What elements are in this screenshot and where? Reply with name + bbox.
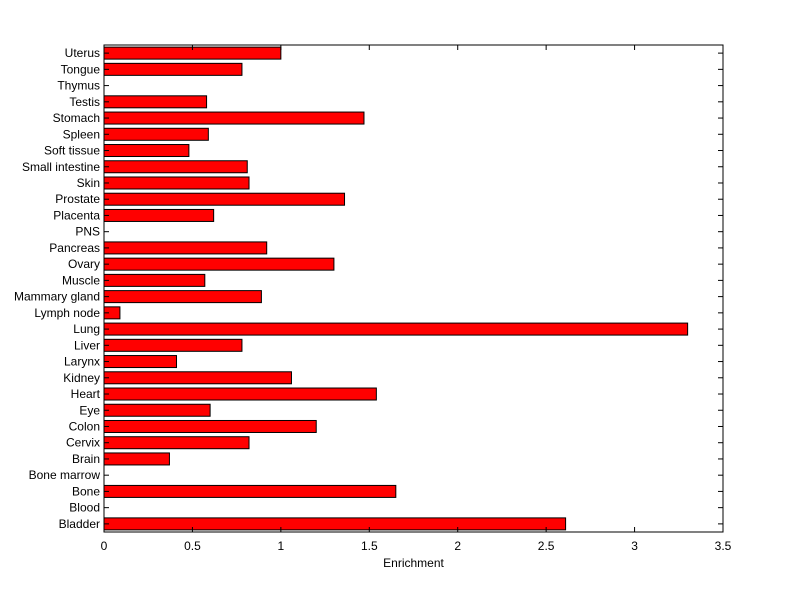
bar-kidney bbox=[103, 371, 292, 385]
y-tick-label-bladder: Bladder bbox=[59, 517, 100, 531]
bar-cervix bbox=[103, 436, 250, 450]
y-tick-label-eye: Eye bbox=[79, 403, 100, 417]
y-tick-label-brain: Brain bbox=[72, 452, 100, 466]
x-tick-label-5: 2.5 bbox=[538, 539, 555, 553]
y-tick-label-small-intestine: Small intestine bbox=[22, 160, 100, 174]
bar-testis bbox=[103, 95, 208, 109]
bar-liver bbox=[103, 338, 243, 352]
y-tick-label-bone-marrow: Bone marrow bbox=[29, 468, 101, 482]
bar-mammary-gland bbox=[103, 290, 262, 304]
y-tick-label-cervix: Cervix bbox=[66, 436, 100, 450]
x-tick-label-6: 3 bbox=[631, 539, 638, 553]
bar-skin bbox=[103, 176, 250, 190]
y-tick-label-tongue: Tongue bbox=[61, 62, 101, 76]
x-tick-label-1: 0.5 bbox=[184, 539, 201, 553]
bar-colon bbox=[103, 419, 317, 433]
bar-prostate bbox=[103, 192, 346, 206]
y-tick-label-mammary-gland: Mammary gland bbox=[14, 290, 100, 304]
y-tick-label-ovary: Ovary bbox=[68, 257, 100, 271]
y-tick-label-soft-tissue: Soft tissue bbox=[44, 144, 100, 158]
bar-soft-tissue bbox=[103, 144, 190, 158]
x-tick-label-7: 3.5 bbox=[715, 539, 732, 553]
x-tick-label-2: 1 bbox=[278, 539, 285, 553]
bar-spleen bbox=[103, 127, 209, 141]
y-tick-label-kidney: Kidney bbox=[63, 371, 100, 385]
y-tick-label-heart: Heart bbox=[71, 387, 101, 401]
bar-ovary bbox=[103, 257, 335, 271]
y-tick-label-spleen: Spleen bbox=[63, 127, 100, 141]
bar-pancreas bbox=[103, 241, 268, 255]
plot-area-frame bbox=[103, 44, 724, 533]
y-tick-label-skin: Skin bbox=[77, 176, 100, 190]
bar-lung bbox=[103, 322, 689, 336]
y-tick-label-lymph-node: Lymph node bbox=[34, 306, 100, 320]
bar-bladder bbox=[103, 517, 567, 531]
y-tick-label-liver: Liver bbox=[74, 338, 100, 352]
y-tick-label-pns: PNS bbox=[75, 225, 100, 239]
x-tick-label-0: 0 bbox=[101, 539, 108, 553]
bar-eye bbox=[103, 403, 211, 417]
y-tick-label-larynx: Larynx bbox=[64, 355, 100, 369]
bar-bone bbox=[103, 484, 397, 498]
y-tick-label-prostate: Prostate bbox=[55, 192, 100, 206]
y-tick-label-colon: Colon bbox=[69, 419, 100, 433]
bar-tongue bbox=[103, 62, 243, 76]
y-tick-label-muscle: Muscle bbox=[62, 273, 100, 287]
y-tick-label-thymus: Thymus bbox=[57, 79, 100, 93]
y-tick-label-uterus: Uterus bbox=[65, 46, 100, 60]
x-tick-label-3: 1.5 bbox=[361, 539, 378, 553]
x-tick-label-4: 2 bbox=[454, 539, 461, 553]
y-tick-label-placenta: Placenta bbox=[53, 208, 100, 222]
bar-muscle bbox=[103, 273, 206, 287]
bar-heart bbox=[103, 387, 377, 401]
ticks-group: Bladder Blood Bone Bone marrow Brain Cervix Co… bbox=[14, 45, 732, 553]
y-tick-label-pancreas: Pancreas bbox=[49, 241, 100, 255]
bar-small-intestine bbox=[103, 160, 248, 174]
y-tick-label-testis: Testis bbox=[69, 95, 100, 109]
y-tick-label-bone: Bone bbox=[72, 484, 100, 498]
bar-stomach bbox=[103, 111, 365, 125]
x-axis-label: Enrichment bbox=[383, 556, 444, 570]
y-tick-label-stomach: Stomach bbox=[53, 111, 100, 125]
y-tick-label-blood: Blood bbox=[69, 501, 100, 515]
bar-larynx bbox=[103, 355, 178, 369]
bar-placenta bbox=[103, 208, 215, 222]
bar-brain bbox=[103, 452, 170, 466]
y-tick-label-lung: Lung bbox=[73, 322, 100, 336]
